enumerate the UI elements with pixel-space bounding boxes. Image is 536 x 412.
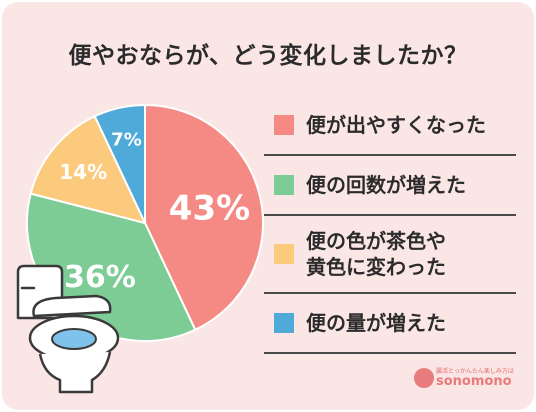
legend-swatch bbox=[274, 175, 294, 195]
legend-item: 便の色が茶色や 黄色に変わった bbox=[264, 216, 516, 294]
legend-label: 便の量が増えた bbox=[306, 311, 446, 335]
pie-slices bbox=[26, 103, 264, 342]
legend-label: 便の回数が増えた bbox=[306, 173, 466, 197]
legend: 便が出やすくなった 便の回数が増えた 便の色が茶色や 黄色に変わった 便の量が増… bbox=[264, 96, 516, 354]
legend-swatch bbox=[274, 115, 294, 135]
legend-label: 便が出やすくなった bbox=[306, 113, 486, 137]
legend-item: 便の量が増えた bbox=[264, 294, 516, 354]
legend-swatch bbox=[274, 313, 294, 333]
pie-slice bbox=[29, 114, 147, 225]
pie-value-label: 7% bbox=[111, 130, 142, 151]
legend-item: 便が出やすくなった bbox=[264, 96, 516, 156]
brand-tagline: 腸活とっかんたん楽しみ方は bbox=[436, 368, 514, 375]
pie-value-label: 43% bbox=[169, 189, 250, 229]
legend-item: 便の回数が増えた bbox=[264, 156, 516, 216]
legend-label-line: 便の色が茶色や bbox=[306, 229, 446, 253]
legend-label: 便の色が茶色や 黄色に変わった bbox=[306, 228, 446, 280]
brand-logo: 腸活とっかんたん楽しみ方は sonomono bbox=[414, 365, 524, 395]
toilet-icon bbox=[16, 264, 120, 394]
pie-value-label: 36% bbox=[64, 260, 136, 295]
brand-name: sonomono bbox=[436, 374, 512, 389]
chart-title: 便やおならが、どう変化しましたか？ bbox=[68, 43, 468, 69]
pie-slice bbox=[144, 103, 264, 332]
pie-value-label: 14% bbox=[59, 160, 107, 184]
brand-logo-mark bbox=[414, 368, 434, 388]
pie-slice bbox=[93, 103, 146, 224]
legend-swatch bbox=[274, 244, 294, 264]
legend-label-line: 黄色に変わった bbox=[306, 255, 446, 279]
pie-value-labels: 43% 36% 14%7% bbox=[59, 130, 250, 295]
